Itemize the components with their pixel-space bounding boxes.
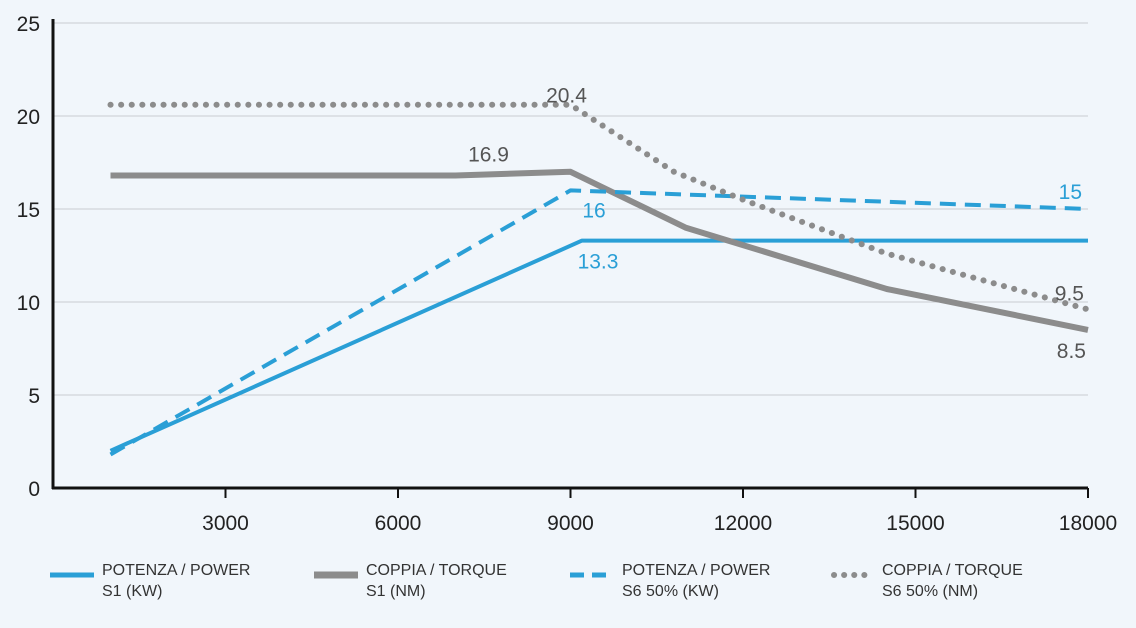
grid (53, 22, 1088, 396)
y-tick-label: 20 (17, 106, 40, 129)
series-line-2 (109, 188, 1089, 457)
legend: POTENZA / POWER S1 (KW) COPPIA / TORQUE S… (0, 560, 1136, 620)
legend-label: POTENZA / POWER S6 50% (KW) (622, 562, 771, 600)
y-tick-label: 5 (28, 385, 40, 408)
series-line-1 (110, 168, 1089, 333)
x-tick-label: 15000 (886, 512, 944, 535)
legend-item: POTENZA / POWER S6 50% (KW) (570, 560, 770, 602)
series-group (107, 101, 1091, 457)
x-tick-label: 3000 (202, 512, 249, 535)
annotations: 20.4 16.9 16 13.3 15 9.5 8.5 (468, 85, 1086, 363)
legend-swatch (50, 572, 94, 578)
data-label: 9.5 (1055, 282, 1084, 305)
y-tick-label: 10 (17, 292, 40, 315)
data-label: 20.4 (546, 85, 587, 108)
legend-swatch (314, 571, 358, 579)
y-tick-label: 0 (28, 478, 40, 501)
data-label: 8.5 (1057, 340, 1086, 363)
legend-item: COPPIA / TORQUE S6 50% (NM) (830, 560, 1023, 602)
y-ticks: 0 5 10 15 20 25 (17, 13, 40, 501)
legend-label: COPPIA / TORQUE S1 (NM) (366, 562, 507, 600)
x-ticks: 3000 6000 9000 12000 15000 18000 (202, 488, 1117, 535)
data-label: 13.3 (578, 251, 619, 274)
x-tick-label: 18000 (1059, 512, 1117, 535)
y-tick-label: 25 (17, 13, 40, 36)
data-label: 16 (582, 199, 605, 222)
x-tick-label: 6000 (375, 512, 422, 535)
series-line-3 (107, 101, 1091, 313)
y-tick-label: 15 (17, 199, 40, 222)
x-tick-label: 9000 (547, 512, 594, 535)
data-label: 16.9 (468, 144, 509, 167)
legend-label: POTENZA / POWER S1 (KW) (102, 562, 251, 600)
series-line-0 (109, 238, 1088, 453)
legend-label: COPPIA / TORQUE S6 50% (NM) (882, 562, 1023, 600)
legend-item: COPPIA / TORQUE S1 (NM) (314, 560, 507, 602)
legend-swatch (831, 572, 874, 578)
legend-swatch (570, 572, 614, 578)
data-label: 15 (1059, 181, 1082, 204)
legend-item: POTENZA / POWER S1 (KW) (50, 560, 250, 602)
x-tick-label: 12000 (714, 512, 772, 535)
